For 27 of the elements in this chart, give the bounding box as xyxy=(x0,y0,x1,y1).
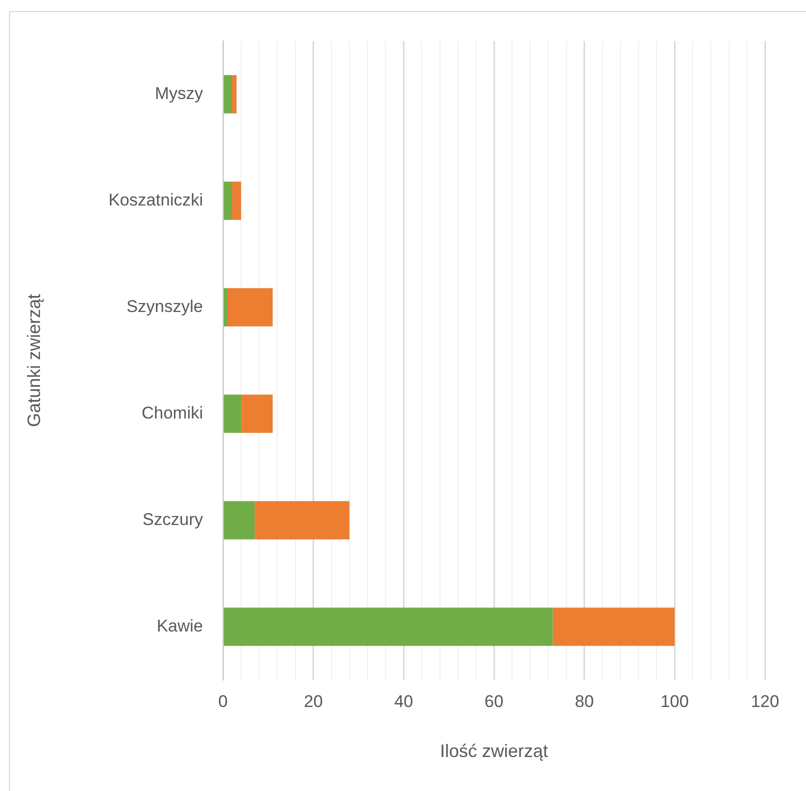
bar xyxy=(241,394,273,433)
x-tick-label: 100 xyxy=(660,692,689,711)
bar xyxy=(232,182,242,220)
x-tick-label: 0 xyxy=(218,692,228,711)
bar xyxy=(224,394,242,433)
x-tick-label: 80 xyxy=(574,692,594,711)
bar xyxy=(552,608,675,646)
y-tick-label: Chomiki xyxy=(142,403,203,422)
x-tick-label: 120 xyxy=(750,692,780,711)
bar xyxy=(224,608,553,646)
x-tick-label: 60 xyxy=(484,692,504,711)
y-tick-label: Szynszyle xyxy=(126,296,203,316)
x-axis-title: Ilość zwierząt xyxy=(440,741,548,762)
y-tick-label: Myszy xyxy=(154,84,204,103)
y-tick-label: Koszatniczki xyxy=(108,190,203,210)
bar xyxy=(232,75,237,114)
y-tick-label: Kawie xyxy=(156,616,203,636)
y-axis-title: Gatunki zwierząt xyxy=(24,294,44,428)
bar xyxy=(254,501,350,540)
x-tick-label: 40 xyxy=(394,692,414,711)
bar xyxy=(224,182,232,220)
bar xyxy=(224,288,228,326)
bar xyxy=(228,288,273,326)
x-tick-label: 20 xyxy=(304,692,323,711)
y-tick-label: Szczury xyxy=(142,510,204,529)
bar xyxy=(224,501,255,540)
bar xyxy=(224,75,232,114)
